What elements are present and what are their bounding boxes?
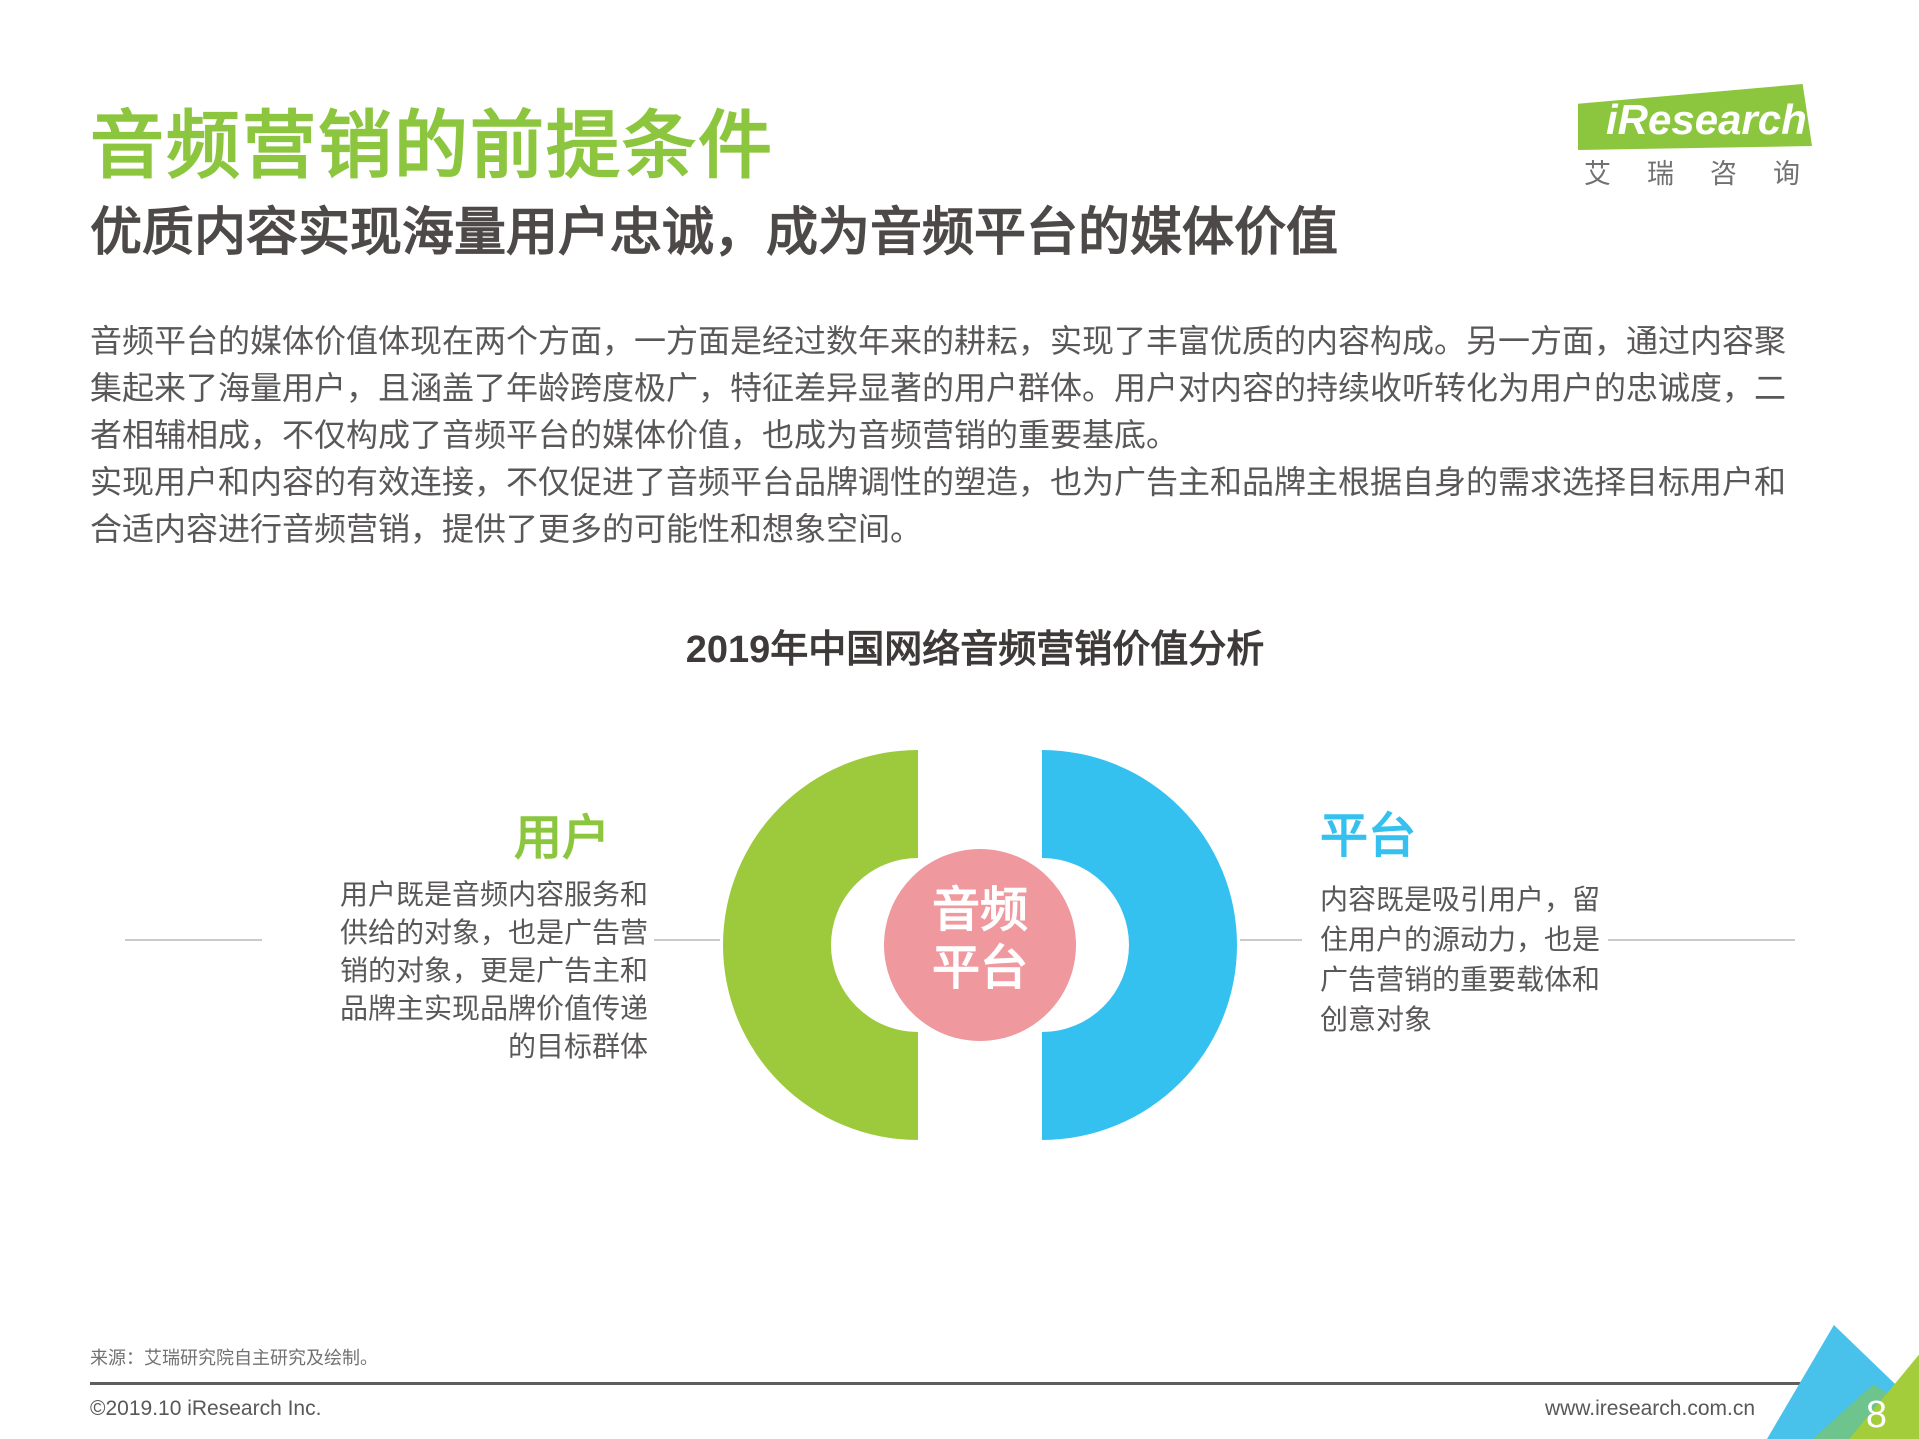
connector-line-left-outer [125, 939, 262, 941]
figure-title: 2019年中国网络音频营销价值分析 [685, 629, 1265, 671]
user-heading: 用户 [513, 812, 610, 865]
page-subtitle: 优质内容实现海量用户忠诚，成为音频平台的媒体价值 [90, 204, 1339, 262]
corner-decoration: 8 [1767, 1325, 1919, 1439]
footer-copyright: ©2019.10 iResearch Inc. [90, 1397, 322, 1420]
footer-website: www.iresearch.com.cn [1544, 1397, 1755, 1420]
audio-platform-circle [884, 849, 1076, 1041]
footer-divider [90, 1382, 1832, 1385]
body-paragraph: 音频平台的媒体价值体现在两个方面，一方面是经过数年来的耕耘，实现了丰富优质的内容… [90, 323, 1787, 547]
iresearch-logo-text: iResearch [1606, 96, 1807, 143]
platform-arc [1042, 750, 1237, 1140]
connector-line-left-inner [654, 939, 720, 941]
audio-platform-label: 音频 平台 [931, 884, 1028, 995]
venn-diagram [723, 750, 1237, 1140]
platform-description: 内容既是吸引用户，留 住用户的源动力，也是 广告营销的重要载体和 创意对象 [1320, 884, 1601, 1035]
iresearch-logo-flag: iResearch [1578, 84, 1812, 150]
user-arc [723, 750, 918, 1140]
source-note: 来源：艾瑞研究院自主研究及绘制。 [90, 1348, 378, 1368]
connector-line-right-outer [1608, 939, 1795, 941]
page-number: 8 [1865, 1394, 1887, 1436]
connector-line-right-inner [1240, 939, 1302, 941]
platform-heading: 平台 [1320, 810, 1417, 863]
user-description: 用户既是音频内容服务和 供给的对象，也是广告营 销的对象，更是广告主和 品牌主实… [339, 879, 648, 1062]
iresearch-logo-cn-label: 艾瑞咨询 [1584, 159, 1836, 189]
page-title: 音频营销的前提条件 [90, 104, 774, 187]
